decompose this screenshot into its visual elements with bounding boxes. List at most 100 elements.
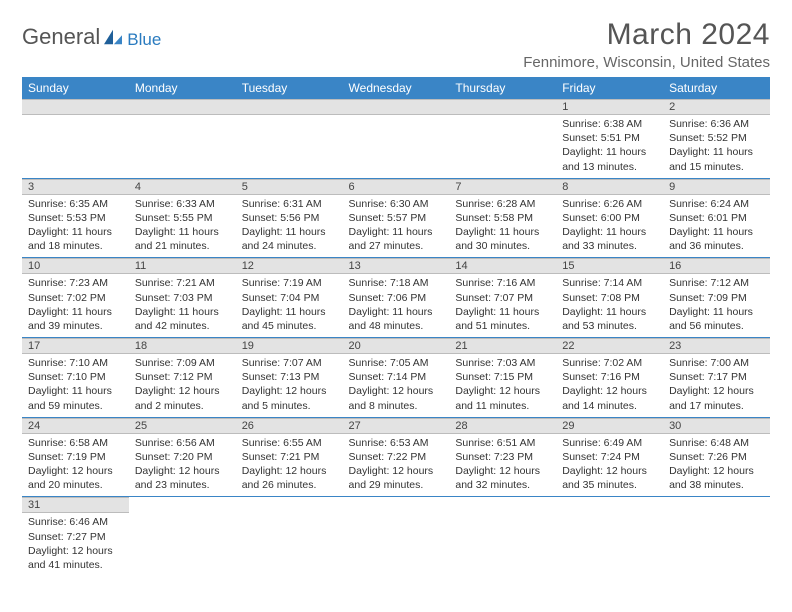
day-number-empty bbox=[22, 99, 129, 115]
day-number: 28 bbox=[449, 418, 556, 434]
day-detail: Sunrise: 7:07 AMSunset: 7:13 PMDaylight:… bbox=[236, 354, 343, 417]
calendar-cell: 4Sunrise: 6:33 AMSunset: 5:55 PMDaylight… bbox=[129, 178, 236, 258]
day-detail: Sunrise: 6:48 AMSunset: 7:26 PMDaylight:… bbox=[663, 434, 770, 497]
weekday-header: Saturday bbox=[663, 77, 770, 99]
day-detail: Sunrise: 7:10 AMSunset: 7:10 PMDaylight:… bbox=[22, 354, 129, 417]
calendar-row: 31Sunrise: 6:46 AMSunset: 7:27 PMDayligh… bbox=[22, 497, 770, 576]
day-number: 14 bbox=[449, 258, 556, 274]
day-detail: Sunrise: 7:19 AMSunset: 7:04 PMDaylight:… bbox=[236, 274, 343, 337]
day-number: 4 bbox=[129, 179, 236, 195]
day-number: 1 bbox=[556, 99, 663, 115]
weekday-header: Monday bbox=[129, 77, 236, 99]
calendar-cell bbox=[236, 99, 343, 178]
weekday-header: Thursday bbox=[449, 77, 556, 99]
calendar-cell: 12Sunrise: 7:19 AMSunset: 7:04 PMDayligh… bbox=[236, 258, 343, 338]
calendar-cell: 15Sunrise: 7:14 AMSunset: 7:08 PMDayligh… bbox=[556, 258, 663, 338]
day-detail: Sunrise: 7:23 AMSunset: 7:02 PMDaylight:… bbox=[22, 274, 129, 337]
day-detail: Sunrise: 7:09 AMSunset: 7:12 PMDaylight:… bbox=[129, 354, 236, 417]
calendar-cell: 17Sunrise: 7:10 AMSunset: 7:10 PMDayligh… bbox=[22, 338, 129, 418]
calendar-cell: 23Sunrise: 7:00 AMSunset: 7:17 PMDayligh… bbox=[663, 338, 770, 418]
day-detail-empty bbox=[129, 115, 236, 173]
calendar-cell bbox=[343, 99, 450, 178]
calendar-cell: 7Sunrise: 6:28 AMSunset: 5:58 PMDaylight… bbox=[449, 178, 556, 258]
calendar-cell: 24Sunrise: 6:58 AMSunset: 7:19 PMDayligh… bbox=[22, 417, 129, 497]
calendar-cell: 18Sunrise: 7:09 AMSunset: 7:12 PMDayligh… bbox=[129, 338, 236, 418]
calendar-cell bbox=[129, 497, 236, 576]
calendar-body: 1Sunrise: 6:38 AMSunset: 5:51 PMDaylight… bbox=[22, 99, 770, 576]
calendar-cell bbox=[236, 497, 343, 576]
calendar-cell: 21Sunrise: 7:03 AMSunset: 7:15 PMDayligh… bbox=[449, 338, 556, 418]
calendar-cell bbox=[449, 497, 556, 576]
day-number: 24 bbox=[22, 418, 129, 434]
day-number: 8 bbox=[556, 179, 663, 195]
day-number-empty bbox=[343, 99, 450, 115]
calendar-cell: 10Sunrise: 7:23 AMSunset: 7:02 PMDayligh… bbox=[22, 258, 129, 338]
weekday-header: Friday bbox=[556, 77, 663, 99]
day-detail: Sunrise: 6:51 AMSunset: 7:23 PMDaylight:… bbox=[449, 434, 556, 497]
day-number: 16 bbox=[663, 258, 770, 274]
day-detail: Sunrise: 6:30 AMSunset: 5:57 PMDaylight:… bbox=[343, 195, 450, 258]
day-number-empty bbox=[236, 99, 343, 115]
day-number: 27 bbox=[343, 418, 450, 434]
day-number: 23 bbox=[663, 338, 770, 354]
day-detail: Sunrise: 7:21 AMSunset: 7:03 PMDaylight:… bbox=[129, 274, 236, 337]
day-number: 18 bbox=[129, 338, 236, 354]
calendar-cell: 27Sunrise: 6:53 AMSunset: 7:22 PMDayligh… bbox=[343, 417, 450, 497]
day-number: 25 bbox=[129, 418, 236, 434]
day-detail: Sunrise: 6:53 AMSunset: 7:22 PMDaylight:… bbox=[343, 434, 450, 497]
calendar-page: General Blue March 2024 Fennimore, Wisco… bbox=[0, 0, 792, 576]
day-detail: Sunrise: 6:33 AMSunset: 5:55 PMDaylight:… bbox=[129, 195, 236, 258]
day-number: 30 bbox=[663, 418, 770, 434]
day-detail-empty bbox=[236, 115, 343, 173]
calendar-cell: 30Sunrise: 6:48 AMSunset: 7:26 PMDayligh… bbox=[663, 417, 770, 497]
day-detail: Sunrise: 7:16 AMSunset: 7:07 PMDaylight:… bbox=[449, 274, 556, 337]
day-number: 5 bbox=[236, 179, 343, 195]
day-detail: Sunrise: 6:58 AMSunset: 7:19 PMDaylight:… bbox=[22, 434, 129, 497]
day-detail: Sunrise: 6:46 AMSunset: 7:27 PMDaylight:… bbox=[22, 513, 129, 576]
day-number: 12 bbox=[236, 258, 343, 274]
calendar-table: Sunday Monday Tuesday Wednesday Thursday… bbox=[22, 77, 770, 576]
day-detail-empty bbox=[22, 115, 129, 173]
sail-icon bbox=[102, 28, 124, 46]
calendar-cell: 28Sunrise: 6:51 AMSunset: 7:23 PMDayligh… bbox=[449, 417, 556, 497]
day-number: 3 bbox=[22, 179, 129, 195]
day-number-empty bbox=[449, 99, 556, 115]
day-number: 20 bbox=[343, 338, 450, 354]
day-number: 19 bbox=[236, 338, 343, 354]
calendar-cell bbox=[129, 99, 236, 178]
calendar-cell: 22Sunrise: 7:02 AMSunset: 7:16 PMDayligh… bbox=[556, 338, 663, 418]
calendar-cell: 1Sunrise: 6:38 AMSunset: 5:51 PMDaylight… bbox=[556, 99, 663, 178]
calendar-cell: 16Sunrise: 7:12 AMSunset: 7:09 PMDayligh… bbox=[663, 258, 770, 338]
day-detail: Sunrise: 7:00 AMSunset: 7:17 PMDaylight:… bbox=[663, 354, 770, 417]
day-detail: Sunrise: 6:28 AMSunset: 5:58 PMDaylight:… bbox=[449, 195, 556, 258]
day-number: 15 bbox=[556, 258, 663, 274]
calendar-cell bbox=[663, 497, 770, 576]
day-number: 9 bbox=[663, 179, 770, 195]
day-detail: Sunrise: 7:02 AMSunset: 7:16 PMDaylight:… bbox=[556, 354, 663, 417]
day-detail: Sunrise: 6:26 AMSunset: 6:00 PMDaylight:… bbox=[556, 195, 663, 258]
calendar-cell: 13Sunrise: 7:18 AMSunset: 7:06 PMDayligh… bbox=[343, 258, 450, 338]
day-number: 21 bbox=[449, 338, 556, 354]
day-detail: Sunrise: 7:12 AMSunset: 7:09 PMDaylight:… bbox=[663, 274, 770, 337]
calendar-row: 17Sunrise: 7:10 AMSunset: 7:10 PMDayligh… bbox=[22, 338, 770, 418]
calendar-cell: 11Sunrise: 7:21 AMSunset: 7:03 PMDayligh… bbox=[129, 258, 236, 338]
brand-logo: General Blue bbox=[22, 24, 161, 50]
location-text: Fennimore, Wisconsin, United States bbox=[523, 54, 770, 71]
calendar-cell: 8Sunrise: 6:26 AMSunset: 6:00 PMDaylight… bbox=[556, 178, 663, 258]
day-number: 29 bbox=[556, 418, 663, 434]
calendar-cell: 20Sunrise: 7:05 AMSunset: 7:14 PMDayligh… bbox=[343, 338, 450, 418]
calendar-cell: 3Sunrise: 6:35 AMSunset: 5:53 PMDaylight… bbox=[22, 178, 129, 258]
day-detail: Sunrise: 6:55 AMSunset: 7:21 PMDaylight:… bbox=[236, 434, 343, 497]
day-number: 2 bbox=[663, 99, 770, 115]
day-number: 10 bbox=[22, 258, 129, 274]
day-detail: Sunrise: 7:18 AMSunset: 7:06 PMDaylight:… bbox=[343, 274, 450, 337]
day-detail: Sunrise: 6:24 AMSunset: 6:01 PMDaylight:… bbox=[663, 195, 770, 258]
day-number: 17 bbox=[22, 338, 129, 354]
calendar-cell: 5Sunrise: 6:31 AMSunset: 5:56 PMDaylight… bbox=[236, 178, 343, 258]
day-detail: Sunrise: 7:03 AMSunset: 7:15 PMDaylight:… bbox=[449, 354, 556, 417]
calendar-row: 1Sunrise: 6:38 AMSunset: 5:51 PMDaylight… bbox=[22, 99, 770, 178]
calendar-cell bbox=[22, 99, 129, 178]
day-number: 6 bbox=[343, 179, 450, 195]
day-detail: Sunrise: 7:14 AMSunset: 7:08 PMDaylight:… bbox=[556, 274, 663, 337]
brand-text-general: General bbox=[22, 24, 100, 50]
